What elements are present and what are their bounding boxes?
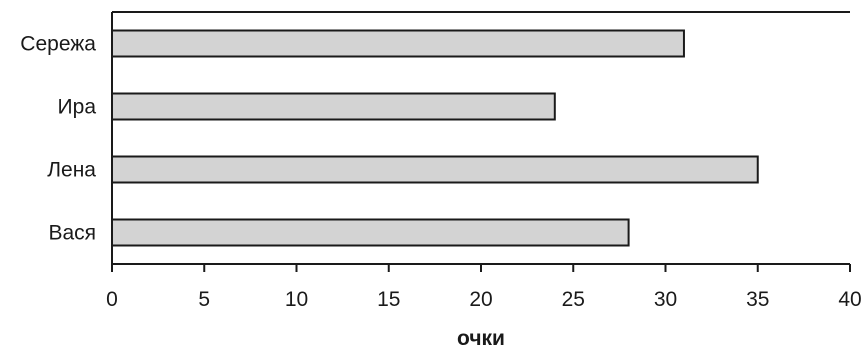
bars xyxy=(111,29,759,247)
category-label: Лена xyxy=(47,159,96,182)
x-tick-label: 30 xyxy=(654,288,677,311)
bar-4 xyxy=(111,218,630,247)
x-tick-label: 0 xyxy=(106,288,118,311)
bar-2 xyxy=(111,92,556,121)
category-label: Ира xyxy=(58,96,97,119)
bar-1 xyxy=(111,29,685,58)
x-tick-label: 20 xyxy=(469,288,492,311)
x-tick-label: 35 xyxy=(746,288,769,311)
category-labels: Сережа Ира Лена Вася xyxy=(20,33,96,245)
x-axis-title: очки xyxy=(457,327,505,350)
x-tick-label: 5 xyxy=(198,288,210,311)
bar-3 xyxy=(111,155,759,184)
x-tick-label: 25 xyxy=(562,288,585,311)
category-label: Сережа xyxy=(20,33,96,56)
x-tick-label: 10 xyxy=(285,288,308,311)
x-tick-label: 15 xyxy=(377,288,400,311)
x-tick-label: 40 xyxy=(838,288,861,311)
category-label: Вася xyxy=(48,222,96,245)
x-axis-ticks: 0 5 10 15 20 25 30 35 40 xyxy=(106,264,862,311)
